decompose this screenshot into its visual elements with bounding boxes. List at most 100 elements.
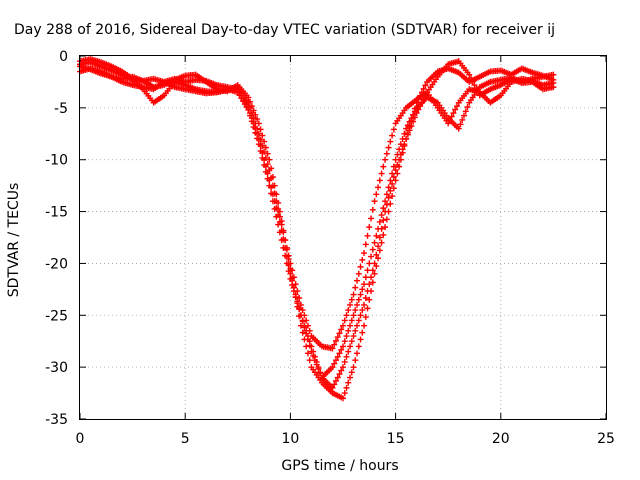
- data-point: [362, 241, 369, 248]
- data-point: [375, 243, 382, 250]
- data-point: [329, 345, 336, 352]
- data-point: [383, 201, 390, 208]
- y-tick-labels: 0 -5 -10 -15 -20 -25 -30 -35: [45, 49, 68, 428]
- data-point: [304, 336, 311, 343]
- data-point: [357, 263, 364, 270]
- data-point: [287, 275, 294, 282]
- data-point: [329, 384, 336, 391]
- data-point: [255, 130, 262, 137]
- data-point: [366, 224, 373, 231]
- data-point: [338, 346, 345, 353]
- y-tick-label: -35: [45, 412, 68, 428]
- data-point: [355, 296, 362, 303]
- data-point: [378, 212, 385, 219]
- data-point: [336, 330, 343, 337]
- data-point: [261, 138, 268, 145]
- data-point: [369, 246, 376, 253]
- data-point: [368, 253, 375, 260]
- data-point: [410, 111, 417, 118]
- data-point: [366, 260, 373, 267]
- data-point: [368, 274, 375, 281]
- data-point: [371, 270, 378, 277]
- data-point: [329, 364, 336, 371]
- data-point: [271, 182, 278, 189]
- data-points: [77, 56, 557, 402]
- data-point: [348, 369, 355, 376]
- data-point: [299, 329, 306, 336]
- data-point: [550, 71, 557, 78]
- data-point: [445, 120, 452, 127]
- data-point: [415, 96, 422, 103]
- data-point: [348, 317, 355, 324]
- data-point: [355, 317, 362, 324]
- data-point: [245, 94, 252, 101]
- y-tick-label: -25: [45, 308, 68, 324]
- data-point: [373, 263, 380, 270]
- data-point: [355, 343, 362, 350]
- data-point: [340, 364, 346, 371]
- x-tick-label: 20: [492, 431, 510, 447]
- data-point: [376, 177, 383, 184]
- data-point: [269, 198, 276, 205]
- data-point: [452, 106, 459, 113]
- data-point: [352, 284, 359, 291]
- x-tick-label: 0: [76, 431, 85, 447]
- data-point: [459, 116, 466, 123]
- data-point: [389, 132, 396, 139]
- data-point: [283, 260, 290, 267]
- data-point: [268, 165, 275, 172]
- data-point: [399, 135, 406, 142]
- data-point: [385, 208, 392, 215]
- data-point: [464, 103, 471, 110]
- data-point: [259, 142, 266, 149]
- data-point: [352, 327, 359, 334]
- data-point: [259, 154, 266, 161]
- data-point: [336, 350, 343, 357]
- data-point: [352, 357, 359, 364]
- data-point: [343, 384, 350, 391]
- data-point: [264, 150, 271, 157]
- data-point: [259, 132, 266, 139]
- data-point: [261, 148, 268, 155]
- data-point: [297, 312, 304, 319]
- data-point: [248, 103, 255, 110]
- data-point: [380, 205, 387, 212]
- grid: [80, 56, 606, 419]
- data-point: [357, 291, 364, 298]
- y-axis-label: SDTVAR / TECUs: [6, 183, 22, 298]
- data-point: [375, 184, 382, 191]
- data-point: [550, 76, 557, 83]
- data-point: [394, 151, 401, 158]
- data-point: [285, 268, 292, 275]
- data-point: [296, 295, 303, 301]
- data-point: [340, 395, 346, 402]
- data-point: [299, 318, 306, 325]
- data-point: [390, 163, 397, 170]
- data-point: [350, 291, 357, 298]
- data-point: [348, 296, 355, 303]
- data-point: [271, 205, 278, 212]
- data-point: [373, 191, 380, 198]
- data-point: [292, 281, 299, 288]
- data-point: [401, 130, 408, 137]
- data-point: [303, 343, 310, 350]
- y-tick-label: 0: [59, 49, 68, 65]
- data-point: [406, 118, 413, 125]
- data-point: [276, 229, 283, 236]
- data-point: [273, 213, 280, 220]
- data-point: [310, 352, 317, 359]
- y-tick-label: -5: [54, 101, 68, 117]
- data-point: [368, 215, 375, 222]
- data-point: [306, 342, 313, 349]
- data-point: [369, 206, 376, 213]
- data-point: [366, 296, 373, 303]
- data-point: [255, 141, 262, 148]
- data-point: [394, 170, 401, 177]
- x-tick-label: 15: [387, 431, 405, 447]
- data-point: [350, 312, 357, 319]
- data-point: [262, 168, 269, 175]
- data-point: [338, 326, 345, 333]
- data-point: [273, 191, 280, 198]
- data-point: [261, 161, 268, 168]
- data-point: [254, 116, 261, 123]
